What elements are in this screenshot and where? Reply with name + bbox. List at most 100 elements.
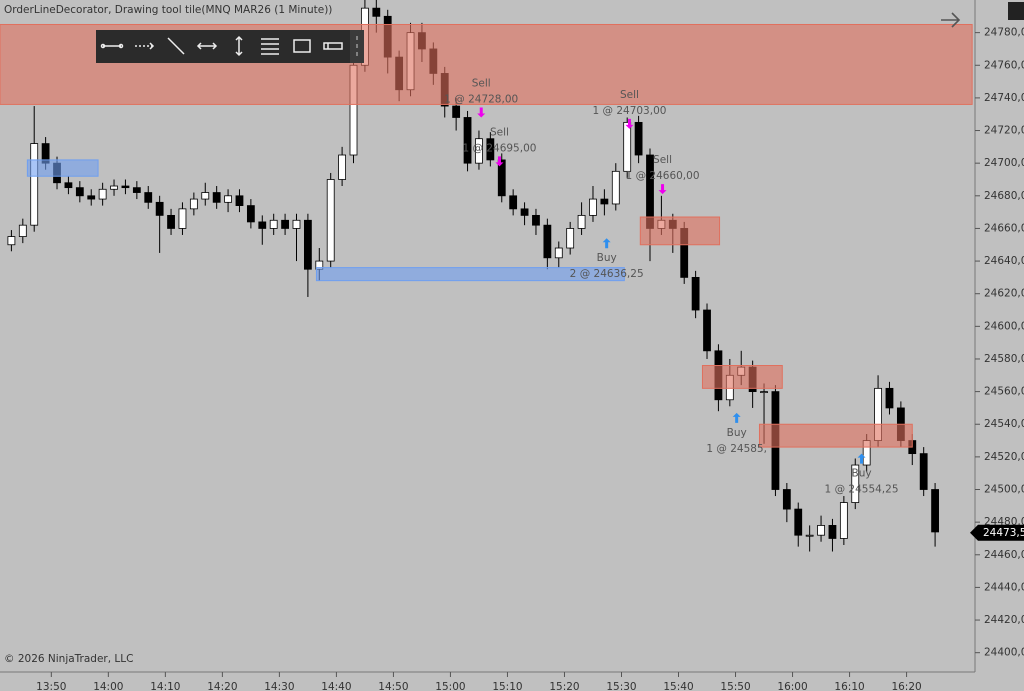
candle-body (144, 192, 153, 203)
candle-body (805, 534, 814, 537)
y-tick-label: 24520,00 (984, 451, 1024, 463)
y-tick-label: 24680,00 (984, 190, 1024, 202)
candle-body (475, 138, 483, 164)
x-tick-label: 15:10 (492, 681, 522, 691)
tool-line[interactable] (100, 43, 124, 49)
candle-body (338, 154, 347, 180)
candle-body (554, 247, 563, 259)
x-tick-label: 15:00 (435, 681, 465, 691)
candle-body (452, 105, 461, 118)
x-tick-label: 14:20 (207, 681, 237, 691)
window-title: OrderLineDecorator, Drawing tool tile(MN… (4, 4, 332, 16)
y-tick-label: 24600,00 (984, 320, 1024, 332)
y-tick-label: 24700,00 (984, 157, 1024, 169)
candle-body (760, 391, 768, 394)
candle-body (463, 117, 472, 164)
x-tick-label: 16:00 (777, 681, 807, 691)
y-tick-label: 24760,00 (984, 59, 1024, 71)
candle-body (543, 224, 552, 259)
tool-ray[interactable] (135, 42, 155, 50)
candle-body (566, 228, 575, 249)
candle-body (30, 143, 39, 226)
candle-body (281, 219, 289, 229)
trade-arrow (625, 118, 634, 129)
y-tick-label: 24560,00 (984, 386, 1024, 398)
tool-extended[interactable] (196, 42, 218, 50)
trade-arrow (732, 412, 741, 423)
trade-arrow (495, 156, 504, 167)
trade-arrow (602, 238, 611, 249)
drawing-toolbar (96, 30, 364, 63)
candle-body (269, 219, 278, 229)
candle-body (132, 187, 141, 193)
candle-body (691, 276, 700, 311)
trade-action: Buy (597, 252, 617, 264)
trade-label: 1 @ 24554,25 (825, 484, 899, 496)
last-price-badge (970, 524, 1024, 541)
candle-body (224, 195, 232, 203)
candle-body (794, 508, 803, 536)
candle-body (178, 208, 187, 229)
trade-arrow (857, 453, 866, 464)
candle-body (7, 236, 16, 246)
zone (758, 423, 913, 448)
candle-body (189, 198, 198, 210)
copyright: © 2026 NinjaTrader, LLC (4, 653, 133, 665)
zone (26, 159, 99, 177)
x-tick-label: 15:40 (663, 681, 693, 691)
x-tick-label: 15:20 (549, 681, 579, 691)
candle-body (326, 179, 335, 262)
trade-label: 1 @ 24695,00 (462, 142, 536, 154)
candle-body (121, 185, 130, 189)
candle-body (246, 205, 255, 223)
candle-body (18, 224, 27, 237)
x-tick-label: 14:30 (264, 681, 294, 691)
tool-fib[interactable] (261, 38, 279, 55)
y-tick-label: 24780,00 (984, 27, 1024, 39)
y-tick-label: 24440,00 (984, 581, 1024, 593)
x-tick-label: 15:30 (606, 681, 636, 691)
x-tick-label: 16:10 (834, 681, 864, 691)
y-tick-label: 24720,00 (984, 125, 1024, 137)
x-tick-label: 16:20 (891, 681, 921, 691)
candle-body (201, 192, 210, 200)
corner-button[interactable] (1008, 2, 1024, 20)
tool-vertical[interactable] (235, 35, 243, 57)
y-tick-label: 24540,00 (984, 418, 1024, 430)
candle-body (98, 188, 107, 200)
trade-arrow (658, 184, 667, 195)
y-tick-label: 24420,00 (984, 614, 1024, 626)
x-tick-label: 14:00 (93, 681, 123, 691)
nav-arrow[interactable] (941, 12, 961, 28)
trade-action: Sell (490, 126, 509, 138)
candle-body (64, 182, 73, 189)
x-tick-label: 15:50 (720, 681, 750, 691)
last-price-label: 24473,5 (983, 527, 1024, 539)
tool-diagonal[interactable] (167, 37, 185, 55)
candle-body (611, 170, 620, 205)
candle-body (258, 221, 267, 229)
zone (639, 216, 721, 246)
candle-body (885, 387, 894, 409)
tool-pencil[interactable] (323, 42, 343, 50)
y-tick-label: 24460,00 (984, 549, 1024, 561)
x-tick-label: 14:50 (378, 681, 408, 691)
candle-body (919, 453, 928, 490)
zone (315, 267, 625, 282)
candle-body (703, 309, 711, 352)
trade-action: Sell (653, 154, 672, 166)
trade-label: 2 @ 24636,25 (570, 268, 644, 280)
candle-body (87, 195, 96, 200)
trade-action: Buy (727, 427, 747, 439)
y-tick-label: 24400,00 (984, 647, 1024, 659)
candle-body (486, 138, 495, 161)
candle-body (851, 464, 860, 503)
candle-body (589, 198, 597, 216)
candle-body (372, 7, 381, 17)
trade-action: Buy (851, 468, 871, 480)
candle-body (600, 198, 609, 205)
candle-body (839, 502, 848, 539)
candle-body (532, 214, 540, 226)
tool-rectangle[interactable] (293, 39, 311, 53)
